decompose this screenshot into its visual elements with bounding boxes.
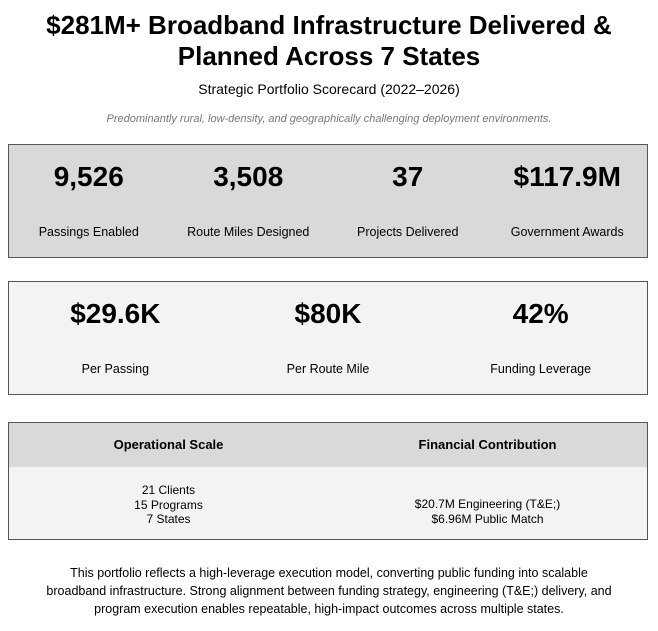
- list-item: $6.96M Public Match: [431, 511, 544, 526]
- financial-contribution-header: Financial Contribution: [418, 437, 557, 452]
- kpi-projects-delivered: 37 Projects Delivered: [328, 145, 488, 257]
- kpi-value: $29.6K: [70, 298, 161, 329]
- title-line-2: Planned Across 7 States: [177, 41, 481, 71]
- kpi-per-route-mile: $80K Per Route Mile: [222, 282, 435, 394]
- kpi-label: Per Route Mile: [286, 362, 370, 376]
- kpi-label: Passings Enabled: [38, 225, 139, 239]
- financial-contribution-list: $20.7M Engineering (T&E;) $6.96M Public …: [328, 467, 647, 539]
- summary-line-2: broadband infrastructure. Strong alignme…: [46, 584, 612, 598]
- kpi-label: Projects Delivered: [357, 225, 459, 239]
- page-subtitle: Strategic Portfolio Scorecard (2022–2026…: [198, 81, 460, 97]
- kpi-value: 9,526: [53, 161, 124, 192]
- kpi-value: 42%: [512, 298, 569, 329]
- summary-paragraph: This portfolio reflects a high-leverage …: [20, 564, 638, 618]
- kpi-government-awards: $117.9M Government Awards: [488, 145, 648, 257]
- kpi-value: 3,508: [213, 161, 284, 192]
- list-item: 21 Clients: [141, 483, 196, 497]
- operational-scale-header: Operational Scale: [113, 437, 224, 452]
- kpi-label: Route Miles Designed: [187, 225, 310, 239]
- page-title: $281M+ Broadband Infrastructure Delivere…: [0, 10, 658, 72]
- list-item: 7 States: [146, 512, 191, 526]
- operational-scale-list: 21 Clients 15 Programs 7 States: [9, 467, 328, 539]
- kpi-per-passing: $29.6K Per Passing: [9, 282, 222, 394]
- context-note: Predominantly rural, low-density, and ge…: [106, 113, 552, 125]
- kpi-value: $117.9M: [513, 161, 621, 192]
- breakdown-header: Operational Scale Financial Contribution: [9, 423, 647, 467]
- kpi-passings-enabled: 9,526 Passings Enabled: [9, 145, 169, 257]
- kpi-label: Funding Leverage: [490, 362, 592, 376]
- kpi-label: Government Awards: [510, 225, 624, 239]
- kpi-value: 37: [392, 161, 424, 192]
- breakdown-panel: Operational Scale Financial Contribution…: [8, 422, 648, 540]
- kpi-funding-leverage: 42% Funding Leverage: [434, 282, 647, 394]
- summary-line-1: This portfolio reflects a high-leverage …: [70, 566, 588, 580]
- summary-line-3: program execution enables repeatable, hi…: [94, 602, 564, 616]
- list-item: $20.7M Engineering (T&E;): [414, 497, 561, 511]
- kpi-value: $80K: [294, 298, 362, 329]
- primary-kpi-panel: 9,526 Passings Enabled 3,508 Route Miles…: [8, 144, 648, 258]
- title-line-1: $281M+ Broadband Infrastructure Delivere…: [46, 10, 612, 40]
- list-item: 15 Programs: [134, 497, 203, 512]
- secondary-kpi-panel: $29.6K Per Passing $80K Per Route Mile 4…: [8, 281, 648, 395]
- kpi-route-miles-designed: 3,508 Route Miles Designed: [169, 145, 329, 257]
- kpi-label: Per Passing: [81, 362, 150, 376]
